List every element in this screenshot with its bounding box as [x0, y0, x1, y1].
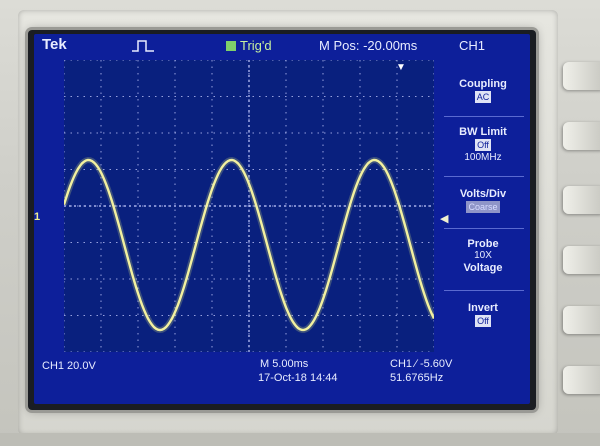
menu-button-1[interactable]	[563, 62, 600, 90]
trigger-status: Trig'd	[226, 38, 272, 53]
waveform-display	[64, 60, 434, 352]
brand-label: Tek	[42, 36, 67, 53]
menu-button-4[interactable]	[563, 246, 600, 274]
oscilloscope-screen: Tek Trig'd M Pos: -20.00ms CH1 1 ◀ ▼ Cou…	[34, 34, 530, 404]
menu-volts-title: Volts/Div	[459, 188, 507, 200]
menu-probe-sub2: Voltage	[463, 262, 503, 274]
menu-coupling-title: Coupling	[459, 78, 507, 90]
trigger-readout: CH1 ∕ -5.60V	[390, 358, 453, 370]
trigger-position-icon: ▼	[396, 62, 406, 73]
menu-divider	[444, 228, 524, 229]
m-pos-readout: M Pos: -20.00ms	[319, 38, 418, 53]
menu-buttons	[563, 50, 600, 410]
ch1-ground-marker: 1	[34, 211, 41, 223]
menu-button-2[interactable]	[563, 122, 600, 150]
ch1-waveform-trace	[64, 158, 434, 332]
menu-divider	[444, 176, 524, 177]
menu-volts-value: Coarse	[466, 201, 500, 213]
frequency-readout: 51.6765Hz	[390, 372, 444, 384]
lower-housing	[0, 433, 600, 446]
menu-bw-title: BW Limit	[459, 126, 507, 138]
pulse-icon	[132, 40, 154, 52]
menu-probe-sub: 10X	[474, 250, 492, 261]
timebase-readout: M 5.00ms	[260, 358, 309, 370]
menu-coupling-value: AC	[474, 91, 492, 103]
trigger-arrow-icon: ◀	[440, 213, 449, 225]
menu-invert-value: Off	[475, 315, 491, 327]
menu-bw-value: Off	[475, 139, 491, 151]
ch1-scale-readout: CH1 20.0V	[42, 360, 96, 372]
channel-menu: Coupling AC BW Limit Off 100MHz Volts/Di…	[436, 60, 528, 380]
trigger-status-text: Trig'd	[240, 38, 272, 53]
status-bar: Tek Trig'd M Pos: -20.00ms CH1	[34, 34, 530, 58]
menu-probe-title: Probe	[467, 238, 499, 250]
menu-probe[interactable]: Probe 10X Voltage	[440, 238, 526, 274]
graticule	[64, 60, 434, 352]
trigger-state-icon	[226, 41, 236, 51]
menu-button-6[interactable]	[563, 366, 600, 394]
menu-divider	[444, 116, 524, 117]
menu-channel-header: CH1	[459, 38, 486, 53]
menu-button-5[interactable]	[563, 306, 600, 334]
menu-divider	[444, 290, 524, 291]
menu-button-3[interactable]	[563, 186, 600, 214]
readout-bar: CH1 20.0V M 5.00ms 17-Oct-18 14:44 CH1 ∕…	[34, 356, 530, 404]
date-readout: 17-Oct-18 14:44	[258, 372, 338, 384]
menu-coupling[interactable]: Coupling AC	[440, 78, 526, 104]
menu-invert-title: Invert	[468, 302, 498, 314]
menu-volts-div[interactable]: Volts/Div Coarse	[440, 188, 526, 214]
menu-bw-limit[interactable]: BW Limit Off 100MHz	[440, 126, 526, 164]
menu-invert[interactable]: Invert Off	[440, 302, 526, 328]
menu-bw-sub: 100MHz	[464, 152, 502, 163]
